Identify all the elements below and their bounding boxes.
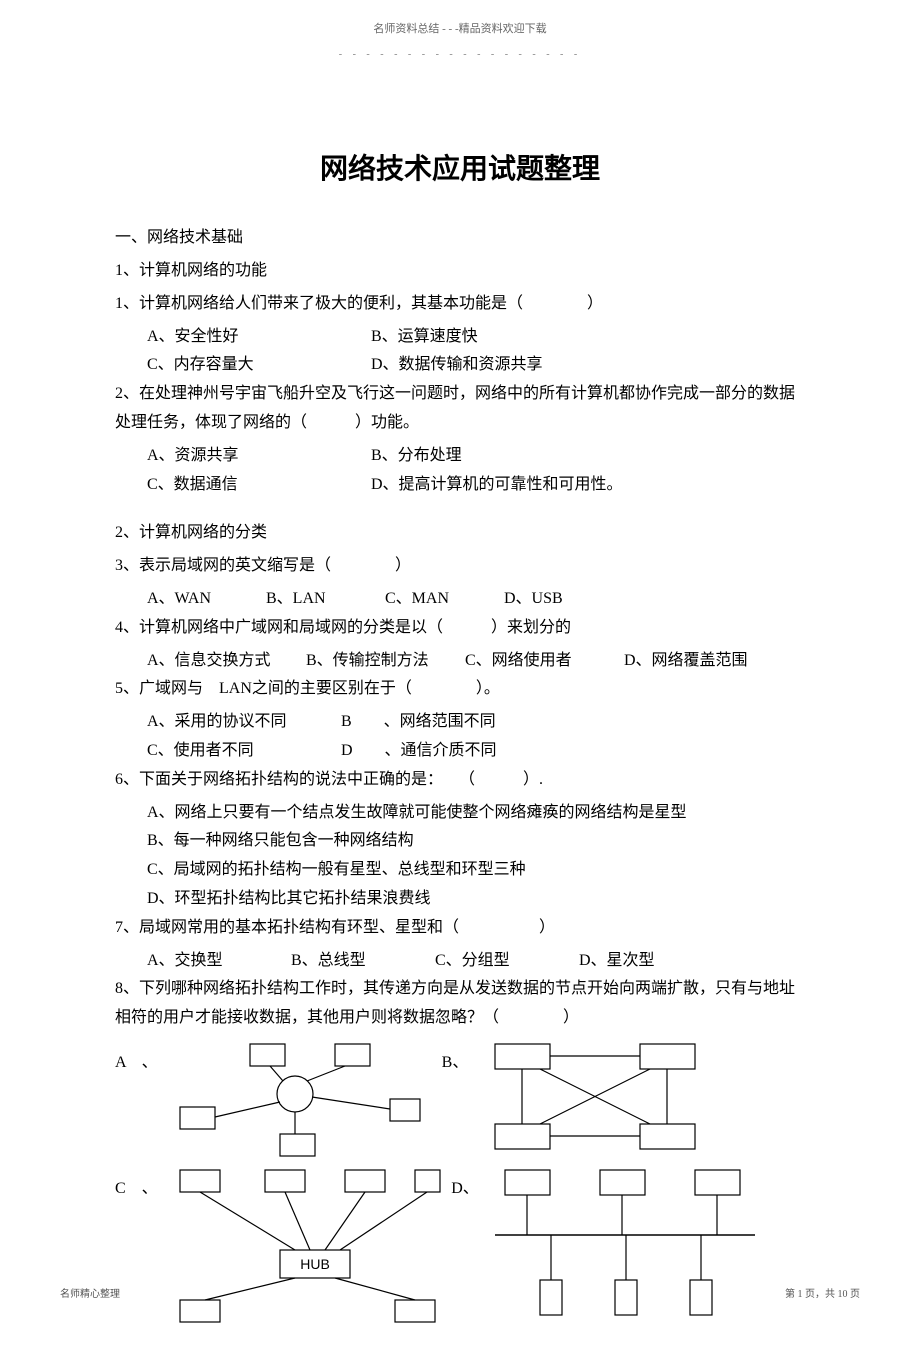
- q3-opt-d: D、USB: [504, 585, 599, 614]
- question-7: 7、局域网常用的基本拓扑结构有环型、星型和（ ）: [115, 914, 805, 943]
- q2-options-row1: A、资源共享 B、分布处理: [115, 442, 805, 471]
- q4-options: A、信息交换方式 B、传输控制方法 C、网络使用者 D、网络覆盖范围: [115, 647, 805, 676]
- q4-opt-c: C、网络使用者: [465, 647, 600, 676]
- star-topology-diagram: [165, 1039, 425, 1159]
- opt-b-label: B、: [425, 1039, 485, 1078]
- dash-line: - - - - - - - - - - - - - - - - - -: [115, 46, 805, 64]
- opt-d-label: D、: [445, 1165, 485, 1204]
- q5-options-row2: C、使用者不同 D 、通信介质不同: [115, 737, 805, 766]
- hub-text: HUB: [300, 1256, 330, 1272]
- q2-opt-a: A、资源共享: [147, 442, 347, 471]
- q3-opt-a: A、WAN: [147, 585, 242, 614]
- q7-opt-d: D、星次型: [579, 947, 699, 976]
- q3-opt-c: C、MAN: [385, 585, 480, 614]
- q4-opt-b: B、传输控制方法: [306, 647, 441, 676]
- q2-opt-b: B、分布处理: [371, 442, 491, 471]
- q2-opt-d: D、提高计算机的可靠性和可用性。: [371, 471, 623, 500]
- q1-options-row1: A、安全性好 B、运算速度快: [115, 323, 805, 352]
- q1-opt-d: D、数据传输和资源共享: [371, 351, 543, 380]
- question-6: 6、下面关于网络拓扑结构的说法中正确的是： （ ）.: [115, 766, 805, 795]
- q6-opt-b: B、每一种网络只能包含一种网络结构: [115, 827, 805, 856]
- q3-opt-b: B、LAN: [266, 585, 361, 614]
- q5-opt-c: C、使用者不同: [147, 737, 317, 766]
- q6-opt-a: A、网络上只要有一个结点发生故障就可能使整个网络瘫痪的网络结构是星型: [115, 799, 805, 828]
- page-title: 网络技术应用试题整理: [115, 144, 805, 194]
- page-header: 名师资料总结 - - -精品资料欢迎下载: [115, 20, 805, 40]
- q3-options: A、WAN B、LAN C、MAN D、USB: [115, 585, 805, 614]
- q5-opt-b: B 、网络范围不同: [341, 708, 496, 737]
- q7-opt-c: C、分组型: [435, 947, 555, 976]
- mesh-topology-diagram: [485, 1039, 715, 1159]
- question-5: 5、广域网与 LAN之间的主要区别在于（ ）。: [115, 675, 805, 704]
- subsection-1-2: 2、计算机网络的分类: [115, 519, 805, 548]
- q5-options-row1: A、采用的协议不同 B 、网络范围不同: [115, 708, 805, 737]
- q1-opt-c: C、内存容量大: [147, 351, 347, 380]
- q7-opt-a: A、交换型: [147, 947, 267, 976]
- question-2: 2、在处理神州号宇宙飞船升空及飞行这一问题时，网络中的所有计算机都协作完成一部分…: [115, 380, 805, 438]
- opt-a-label: A 、: [115, 1039, 165, 1078]
- question-4: 4、计算机网络中广域网和局域网的分类是以（ ）来划分的: [115, 614, 805, 643]
- diagram-row-1: A 、 B、: [115, 1039, 805, 1159]
- q4-opt-a: A、信息交换方式: [147, 647, 282, 676]
- question-8: 8、下列哪种网络拓扑结构工作时，其传递方向是从发送数据的节点开始向两端扩散，只有…: [115, 975, 805, 1033]
- section-1: 一、网络技术基础: [115, 224, 805, 253]
- q1-opt-a: A、安全性好: [147, 323, 347, 352]
- q5-opt-a: A、采用的协议不同: [147, 708, 317, 737]
- q6-opt-d: D、环型拓扑结构比其它拓扑结果浪费线: [115, 885, 805, 914]
- q4-opt-d: D、网络覆盖范围: [624, 647, 759, 676]
- q7-opt-b: B、总线型: [291, 947, 411, 976]
- subsection-1-1: 1、计算机网络的功能: [115, 257, 805, 286]
- question-1: 1、计算机网络给人们带来了极大的便利，其基本功能是（ ）: [115, 290, 805, 319]
- q2-options-row2: C、数据通信 D、提高计算机的可靠性和可用性。: [115, 471, 805, 500]
- question-3: 3、表示局域网的英文缩写是（ ）: [115, 552, 805, 581]
- q1-options-row2: C、内存容量大 D、数据传输和资源共享: [115, 351, 805, 380]
- q5-opt-d: D 、通信介质不同: [341, 737, 497, 766]
- q1-opt-b: B、运算速度快: [371, 323, 491, 352]
- q2-opt-c: C、数据通信: [147, 471, 347, 500]
- q6-opt-c: C、局域网的拓扑结构一般有星型、总线型和环型三种: [115, 856, 805, 885]
- q7-options: A、交换型 B、总线型 C、分组型 D、星次型: [115, 947, 805, 976]
- opt-c-label: C 、: [115, 1165, 165, 1204]
